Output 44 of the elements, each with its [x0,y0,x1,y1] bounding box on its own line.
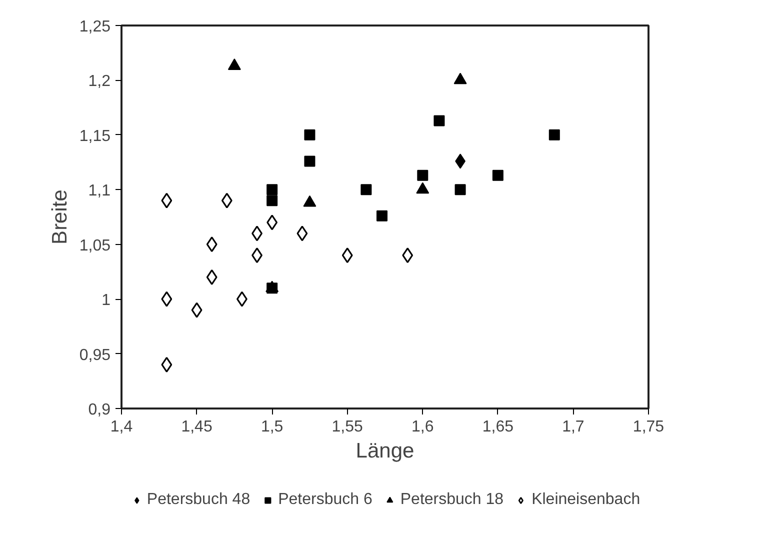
point [266,184,278,196]
legend-label: Petersbuch 18 [400,491,504,509]
y-tick-label: 1,05 [79,237,111,254]
point [296,226,308,242]
y-tick-label: 1,15 [79,128,111,145]
point [236,291,248,307]
point [266,195,278,206]
point [206,236,218,252]
legend-label: Petersbuch 48 [146,491,250,509]
point [360,184,372,196]
point [304,129,316,140]
x-tick-label: 1,65 [482,418,514,436]
x-tick-label: 1,45 [181,418,212,436]
x-axis-title: Länge [356,440,414,462]
point [454,184,466,196]
point [161,192,172,208]
legend-label: Petersbuch 6 [278,491,372,509]
point [434,115,445,126]
y-tick-label: 0,95 [79,346,111,364]
legend-label: Kleineisenbach [532,491,640,509]
y-tick-label: 1,1 [88,182,111,200]
x-tick-label: 1,6 [412,418,434,436]
point [266,214,278,230]
point [304,156,316,167]
x-tick-label: 1,55 [332,418,364,436]
point [206,269,218,285]
point [191,302,202,318]
x-tick-label: 1,75 [632,418,664,436]
point [376,210,388,222]
point [492,170,504,181]
y-tick-label: 1,2 [88,73,111,90]
point [161,291,172,307]
y-tick-label: 1 [102,292,111,310]
y-tick-label: 0,9 [88,402,111,418]
point [342,248,353,264]
y-tick-label: 1,25 [79,18,111,36]
point [221,192,232,208]
x-tick-label: 1,7 [562,418,584,436]
x-tick-label: 1,4 [110,418,133,436]
y-axis-title: Breite [48,190,72,244]
point [548,129,560,140]
point [402,248,414,264]
point [417,170,428,181]
x-tick-label: 1,5 [260,418,284,436]
